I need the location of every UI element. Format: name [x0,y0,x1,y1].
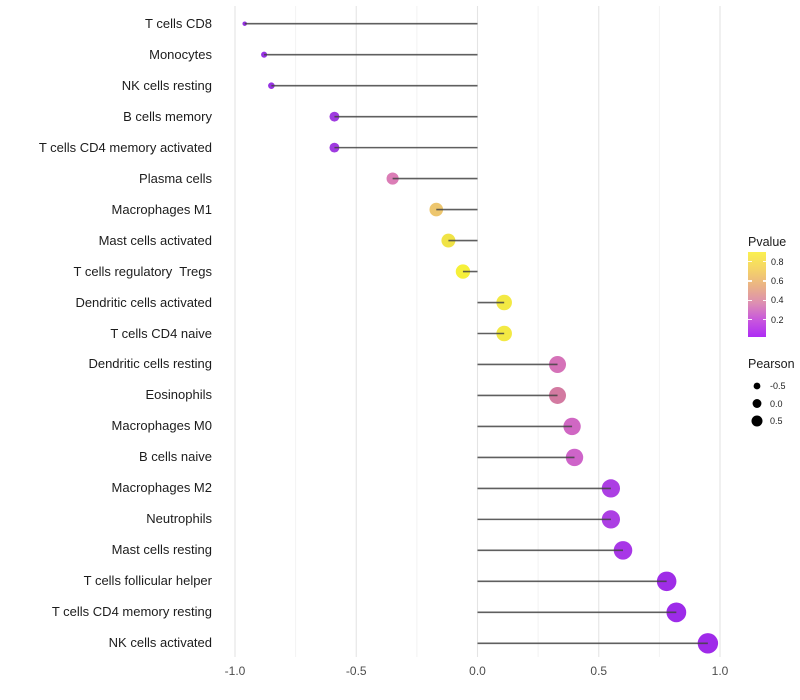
pvalue-colorbar [748,252,766,337]
pearson-legend-title: Pearson [748,357,795,371]
y-axis-label: NK cells resting [121,77,212,93]
colorbar-tick-mark [748,280,752,282]
pearson-legend-dot [753,382,761,390]
y-axis-label: T cells follicular helper [83,573,212,589]
y-axis-label: B cells naive [139,449,212,465]
y-axis-label: T cells regulatory Tregs [73,263,212,279]
pearson-legend-label: 0.5 [770,416,783,426]
colorbar-tick-mark [762,280,766,282]
y-axis-label: Macrophages M2 [111,480,212,496]
pearson-legend-label: 0.0 [770,398,783,409]
y-axis-label: Dendritic cells activated [75,294,212,310]
y-axis-label: T cells CD4 memory activated [38,139,212,155]
colorbar-tick-mark [762,260,766,263]
pearson-legend-label: -0.5 [770,381,786,391]
y-axis-label: T cells CD4 naive [110,325,212,341]
pearson-legend-dot [751,415,763,427]
y-axis-label: Mast cells resting [111,542,212,558]
x-axis-tick-label: -0.5 [345,664,367,678]
y-axis-label: Plasma cells [139,170,212,186]
colorbar-tick-mark [748,299,752,302]
y-axis-label: T cells CD4 memory resting [51,604,212,620]
pvalue-legend-title: Pvalue [748,235,787,249]
y-axis-label: Monocytes [149,46,212,62]
y-axis-label: Neutrophils [146,511,212,527]
x-axis-tick-label: -1.0 [224,664,246,678]
y-axis-label: Dendritic cells resting [88,356,212,372]
y-axis-label: T cells CD8 [145,15,212,31]
colorbar-tick-label: 0.2 [771,314,784,325]
lollipop-dot [242,21,247,26]
colorbar-tick-mark [762,318,766,321]
lollipop-dot [429,202,444,217]
y-axis-label: B cells memory [123,108,212,124]
x-axis-tick-label: 0.0 [469,664,486,678]
x-axis-tick-label: 0.5 [590,664,608,678]
y-axis-label: Mast cells activated [98,232,212,248]
y-axis-label: Macrophages M0 [111,418,212,434]
pearson-legend-dot [752,399,762,408]
y-axis-label: Eosinophils [145,387,213,403]
colorbar-tick-mark [748,318,752,321]
colorbar-tick-label: 0.6 [771,275,784,286]
lollipop-dot [441,233,456,248]
colorbar-tick-mark [748,260,752,263]
colorbar-tick-label: 0.8 [771,256,784,267]
y-axis-label: NK cells activated [108,635,212,651]
colorbar-tick-label: 0.4 [771,295,784,306]
colorbar-tick-mark [762,299,766,302]
x-axis-tick-label: 1.0 [711,664,729,678]
y-axis-label: Macrophages M1 [111,201,212,217]
